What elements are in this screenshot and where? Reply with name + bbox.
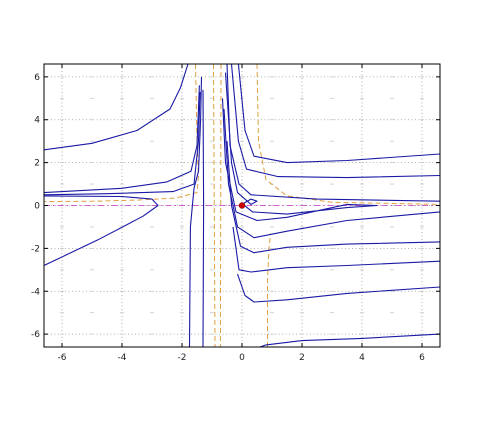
y-tick-label-0: 6 (34, 73, 40, 83)
x-tick-label-2: -2 (178, 353, 187, 363)
trajectory-14 (236, 273, 440, 303)
x-tick-label-1: -4 (118, 353, 127, 363)
trajectory-2 (44, 91, 201, 196)
x-axis-ticks: -6 -4 -2 0 2 4 6 (58, 64, 425, 363)
plot-area (43, 63, 441, 348)
y-axis-ticks: 6 4 2 0 -2 -4 -6 (31, 73, 440, 340)
trajectory-6 (237, 64, 440, 164)
equilibrium-layer (238, 202, 246, 209)
trajectory-7 (230, 64, 440, 179)
trajectory-4 (202, 89, 205, 347)
equilibrium-point (238, 202, 246, 209)
trajectory-13 (232, 226, 440, 273)
trajectory-11 (223, 108, 440, 239)
x-tick-label-0: -6 (58, 353, 67, 363)
x-tick-label-4: 2 (299, 353, 305, 363)
y-tick-label-1: 4 (34, 116, 40, 126)
y-tick-label-3: 0 (34, 202, 40, 212)
trajectory-3 (44, 195, 159, 266)
nullcline-layer (44, 64, 440, 347)
trajectory-15 (259, 333, 440, 347)
x-tick-label-5: 4 (359, 353, 365, 363)
trajectory-layer (44, 64, 440, 347)
x-tick-label-3: 0 (239, 353, 245, 363)
nullcline-0 (44, 64, 200, 203)
nullcline-2 (219, 64, 222, 347)
trajectory-12 (226, 141, 440, 254)
nullcline-3 (256, 64, 440, 205)
nullcline-1 (213, 64, 216, 347)
nullcline-4 (267, 233, 271, 347)
y-tick-label-2: 2 (34, 159, 40, 169)
trajectory-0 (44, 64, 189, 151)
trajectory-1 (44, 85, 200, 194)
y-tick-label-6: -6 (31, 330, 40, 340)
y-tick-label-5: -4 (31, 287, 40, 297)
trajectory-10 (221, 98, 378, 222)
y-tick-label-4: -2 (31, 244, 40, 254)
trajectory-9 (224, 72, 258, 205)
plot-content (44, 64, 440, 347)
x-tick-label-6: 6 (419, 353, 425, 363)
trajectory-5 (188, 76, 203, 347)
